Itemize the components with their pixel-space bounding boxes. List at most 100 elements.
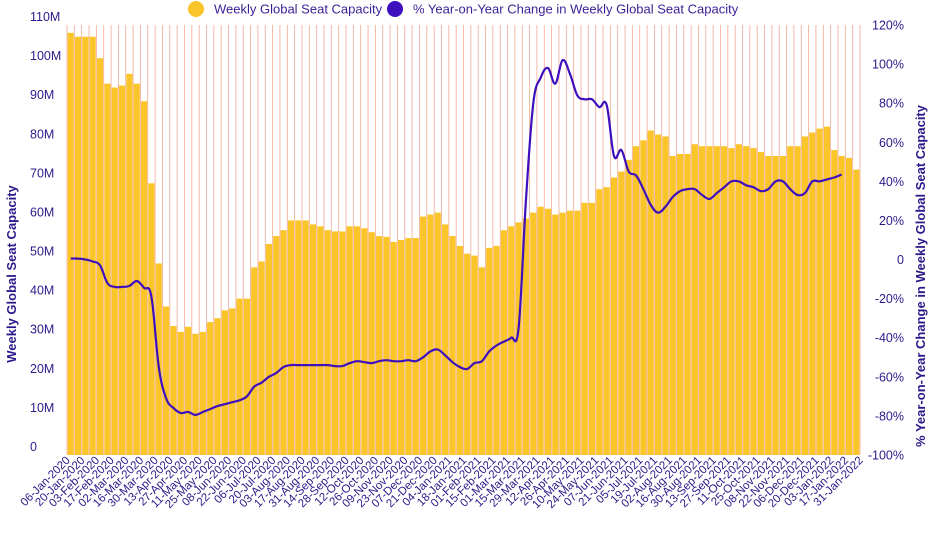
vertical-gridlines: [66, 25, 861, 455]
y-left-tick-label: 30M: [30, 323, 54, 337]
capacity-bar: [177, 331, 184, 455]
capacity-bar: [375, 236, 383, 455]
capacity-bar: [574, 210, 581, 455]
capacity-bar: [126, 73, 133, 455]
capacity-bar: [258, 261, 265, 455]
capacity-bar: [471, 255, 478, 455]
capacity-bar: [669, 155, 676, 456]
capacity-bar: [713, 146, 720, 455]
capacity-bar: [412, 238, 419, 455]
capacity-bar: [331, 231, 339, 455]
y-right-tick-label: 0: [897, 253, 904, 267]
capacity-bar: [353, 226, 361, 455]
y-left-tick-label: 70M: [30, 166, 54, 180]
capacity-bar: [339, 231, 346, 455]
capacity-bar: [368, 232, 375, 455]
legend-line-marker: [387, 1, 403, 17]
y-right-axis-title: % Year-on-Year Change in Weekly Global S…: [913, 104, 928, 447]
capacity-bar: [229, 308, 236, 455]
y-right-tick-label: 40%: [879, 175, 904, 189]
capacity-bar: [199, 331, 206, 455]
capacity-bar: [743, 146, 750, 455]
capacity-bar: [566, 210, 574, 455]
capacity-bar: [442, 224, 449, 455]
capacity-bar: [618, 171, 625, 455]
yoy-change-line: [70, 58, 843, 416]
capacity-bar: [118, 85, 126, 455]
capacity-bar: [757, 152, 764, 455]
capacity-bar: [434, 212, 441, 455]
capacity-bar: [390, 241, 397, 455]
capacity-bar: [148, 183, 155, 455]
capacity-bar: [610, 177, 618, 456]
y-left-tick-label: 20M: [30, 362, 54, 376]
capacity-bar: [640, 140, 647, 455]
capacity-bar: [243, 298, 250, 455]
capacity-bar: [398, 240, 405, 455]
y-left-tick-label: 0: [30, 440, 37, 454]
capacity-bar: [133, 83, 140, 456]
y-right-tick-label: -20%: [875, 292, 904, 306]
capacity-bar: [265, 243, 272, 455]
y-left-tick-label: 100M: [30, 49, 61, 63]
capacity-bar: [280, 230, 287, 455]
y-left-tick-label: 90M: [30, 88, 54, 102]
legend: Weekly Global Seat Capacity % Year-on-Ye…: [188, 1, 739, 17]
capacity-bar: [456, 245, 463, 455]
right-axis-ticks: -100% -80% -60% -40% -20% 0 20% 40% 60% 80% 100% 12…: [868, 19, 904, 463]
capacity-bar: [361, 228, 368, 455]
capacity-bar: [794, 146, 801, 455]
capacity-bar: [831, 150, 838, 455]
left-axis-ticks: 0 10M 20M 30M 40M 50M 60M 70M 80M 90M 100M 110M: [30, 10, 61, 454]
capacity-bar: [845, 157, 853, 455]
capacity-bar: [625, 159, 632, 455]
capacity-bar: [273, 236, 280, 455]
capacity-bar: [765, 155, 772, 456]
legend-line-label: % Year-on-Year Change in Weekly Global S…: [413, 2, 739, 17]
y-right-tick-label: -80%: [875, 409, 904, 423]
capacity-bar: [89, 36, 96, 456]
legend-bar-marker: [188, 1, 204, 17]
capacity-bar: [779, 155, 786, 456]
capacity-bar: [596, 189, 603, 455]
capacity-bar: [287, 220, 295, 455]
capacity-bar: [559, 212, 566, 455]
capacity-bar: [522, 218, 529, 455]
capacity-bar: [236, 298, 243, 455]
capacity-bar: [552, 214, 559, 455]
y-right-tick-label: 120%: [872, 19, 904, 33]
capacity-bar: [449, 236, 456, 455]
capacity-bar: [111, 87, 118, 455]
capacity-bar: [427, 214, 434, 455]
y-left-tick-label: 40M: [30, 284, 54, 298]
capacity-bar: [493, 245, 500, 455]
capacity-bar: [207, 322, 214, 455]
capacity-bar: [721, 146, 728, 455]
y-left-tick-label: 110M: [30, 10, 60, 24]
capacity-bar: [677, 154, 684, 455]
capacity-bar: [603, 187, 610, 455]
capacity-bar: [544, 208, 552, 455]
capacity-bar: [853, 169, 860, 456]
capacity-bar: [838, 155, 845, 456]
capacity-bar: [655, 134, 662, 456]
capacity-bar: [816, 128, 823, 455]
capacity-bar: [170, 326, 177, 455]
y-left-axis-title: Weekly Global Seat Capacity: [4, 184, 19, 362]
y-right-tick-label: 60%: [879, 136, 904, 150]
capacity-bar: [823, 126, 831, 456]
capacity-bars: [67, 32, 860, 456]
capacity-bar: [662, 136, 669, 455]
capacity-bar: [309, 224, 317, 455]
capacity-bar: [163, 306, 170, 455]
capacity-bar: [706, 146, 713, 455]
capacity-bar: [192, 333, 199, 455]
y-right-tick-label: -60%: [875, 370, 904, 384]
capacity-bar: [96, 58, 104, 456]
capacity-bar: [801, 136, 809, 455]
y-left-tick-label: 10M: [30, 401, 54, 415]
capacity-bar: [104, 83, 111, 456]
y-left-tick-label: 80M: [30, 127, 54, 141]
